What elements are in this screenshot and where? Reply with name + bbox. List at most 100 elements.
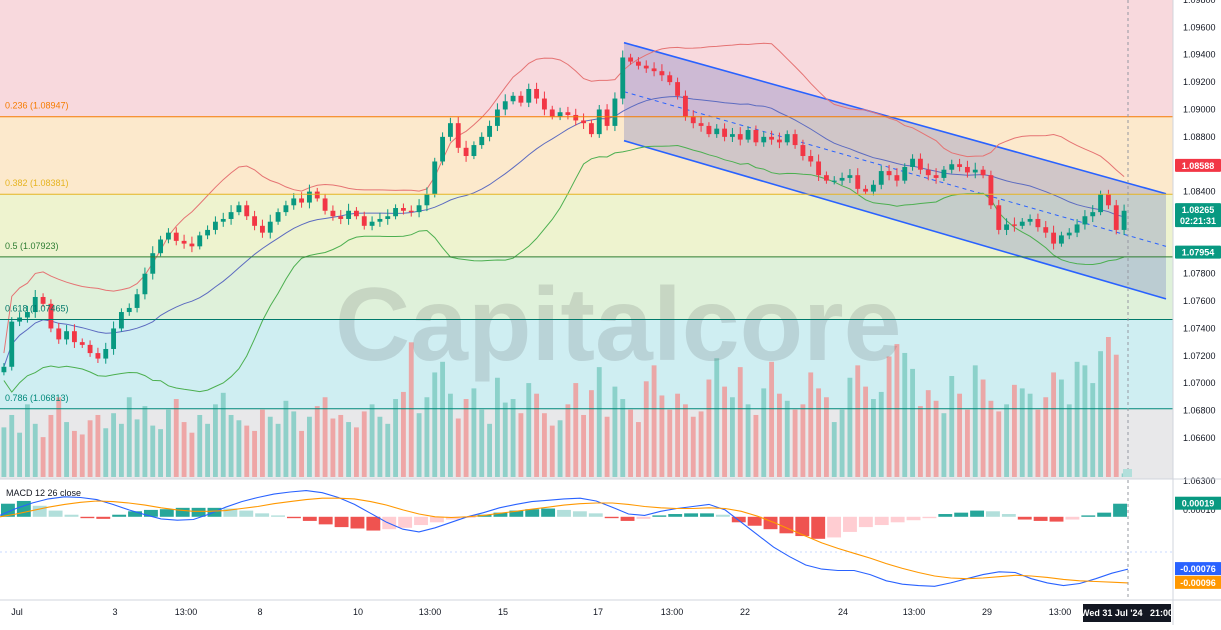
candle (424, 194, 430, 206)
macd-hist-bar (143, 509, 158, 517)
macd-hist-bar (1001, 514, 1016, 517)
candle (236, 205, 242, 213)
candle (643, 65, 649, 69)
volume-bar (557, 420, 563, 477)
candle (714, 128, 720, 135)
volume-bar (205, 423, 211, 477)
time-tick-label: 13:00 (419, 607, 442, 617)
macd-hist-bar (1097, 512, 1112, 517)
candle (259, 225, 265, 233)
macd-hist-bar (906, 516, 921, 521)
candle (612, 98, 618, 126)
candle (205, 229, 211, 236)
candle (541, 98, 547, 110)
volume-bar (259, 409, 265, 477)
volume-bar (24, 404, 30, 477)
macd-tag-label: -0.00076 (1180, 564, 1216, 574)
volume-bar (620, 399, 626, 477)
macd-hist-bar (668, 514, 683, 517)
price-tick-label: 1.08400 (1183, 187, 1216, 197)
volume-bar (1043, 397, 1049, 477)
macd-hist-bar (350, 516, 365, 529)
candle (980, 169, 986, 176)
candle (878, 171, 884, 185)
volume-bar (972, 365, 978, 477)
time-tick-label: 13:00 (661, 607, 684, 617)
candle (377, 218, 383, 222)
volume-bar (361, 411, 367, 477)
candle (565, 112, 571, 115)
candle (1090, 212, 1096, 217)
candle (24, 312, 30, 318)
macd-hist-bar (1065, 516, 1080, 520)
macd-hist-bar (652, 515, 667, 517)
candle (706, 125, 712, 135)
candle (823, 175, 829, 181)
volume-bar (596, 367, 602, 477)
candle (252, 216, 258, 226)
volume-bar (792, 409, 798, 477)
candle (142, 273, 148, 295)
volume-bar (1, 427, 7, 477)
candle (1066, 232, 1072, 236)
volume-bar (487, 423, 493, 477)
price-tick-label: 1.06300 (1183, 476, 1216, 486)
channel-lower-line[interactable] (623, 139, 1167, 300)
volume-bar (314, 406, 320, 477)
fib-band (0, 116, 1173, 195)
macd-hist-bar (128, 511, 142, 517)
price-tag-label: 1.07954 (1182, 248, 1215, 258)
macd-tag-label: 0.00019 (1182, 499, 1215, 509)
macd-hist-bar (16, 500, 31, 517)
macd-hist-bar (970, 510, 985, 517)
candle (675, 82, 681, 96)
volume-bar (87, 420, 93, 477)
volume-bar (651, 365, 657, 477)
macd-hist-bar (779, 516, 794, 534)
price-tag (1175, 203, 1221, 228)
candle (910, 158, 916, 167)
candle (1004, 224, 1010, 230)
price-tag (1175, 158, 1221, 172)
candle (1058, 235, 1064, 244)
volume-bar (275, 423, 281, 477)
volume-bar (541, 413, 547, 477)
volume-bar (189, 432, 195, 477)
volume-bar (573, 383, 579, 477)
candle (800, 145, 806, 157)
channel-upper-line[interactable] (623, 41, 1167, 195)
candle (385, 216, 391, 219)
volume-bar (925, 390, 931, 477)
candle (322, 198, 328, 211)
volume-bar (306, 416, 312, 477)
price-tag-label: 1.08265 (1182, 205, 1215, 215)
volume-bar (173, 399, 179, 477)
macd-hist-bar (525, 509, 540, 517)
price-tick-label: 1.09000 (1183, 104, 1216, 114)
volume-bar (385, 423, 391, 477)
volume-bar (1090, 383, 1096, 477)
volume-bar (17, 432, 23, 477)
regression-channel[interactable] (624, 42, 1166, 299)
fib-level-label: 0.618 (1.07465) (5, 304, 69, 314)
price-tick-label: 1.07800 (1183, 269, 1216, 279)
time-cursor-tag-bg (1083, 604, 1171, 622)
volume-bar (831, 422, 837, 477)
candle (941, 169, 947, 178)
candle (808, 156, 814, 162)
candle (972, 169, 978, 173)
time-tick-label: 13:00 (175, 607, 198, 617)
macd-hist-bar (429, 516, 444, 523)
fib-level-label: 0.382 (1.08381) (5, 178, 69, 188)
channel-mid-line[interactable] (623, 91, 1167, 247)
volume-bar (1113, 354, 1119, 477)
candle (1035, 218, 1041, 228)
macd-hist-bar (112, 514, 127, 517)
volume-bar (150, 425, 156, 477)
candle (126, 307, 132, 313)
volume-bar (910, 368, 916, 477)
macd-hist-bar (541, 508, 556, 517)
candle (1, 366, 7, 373)
